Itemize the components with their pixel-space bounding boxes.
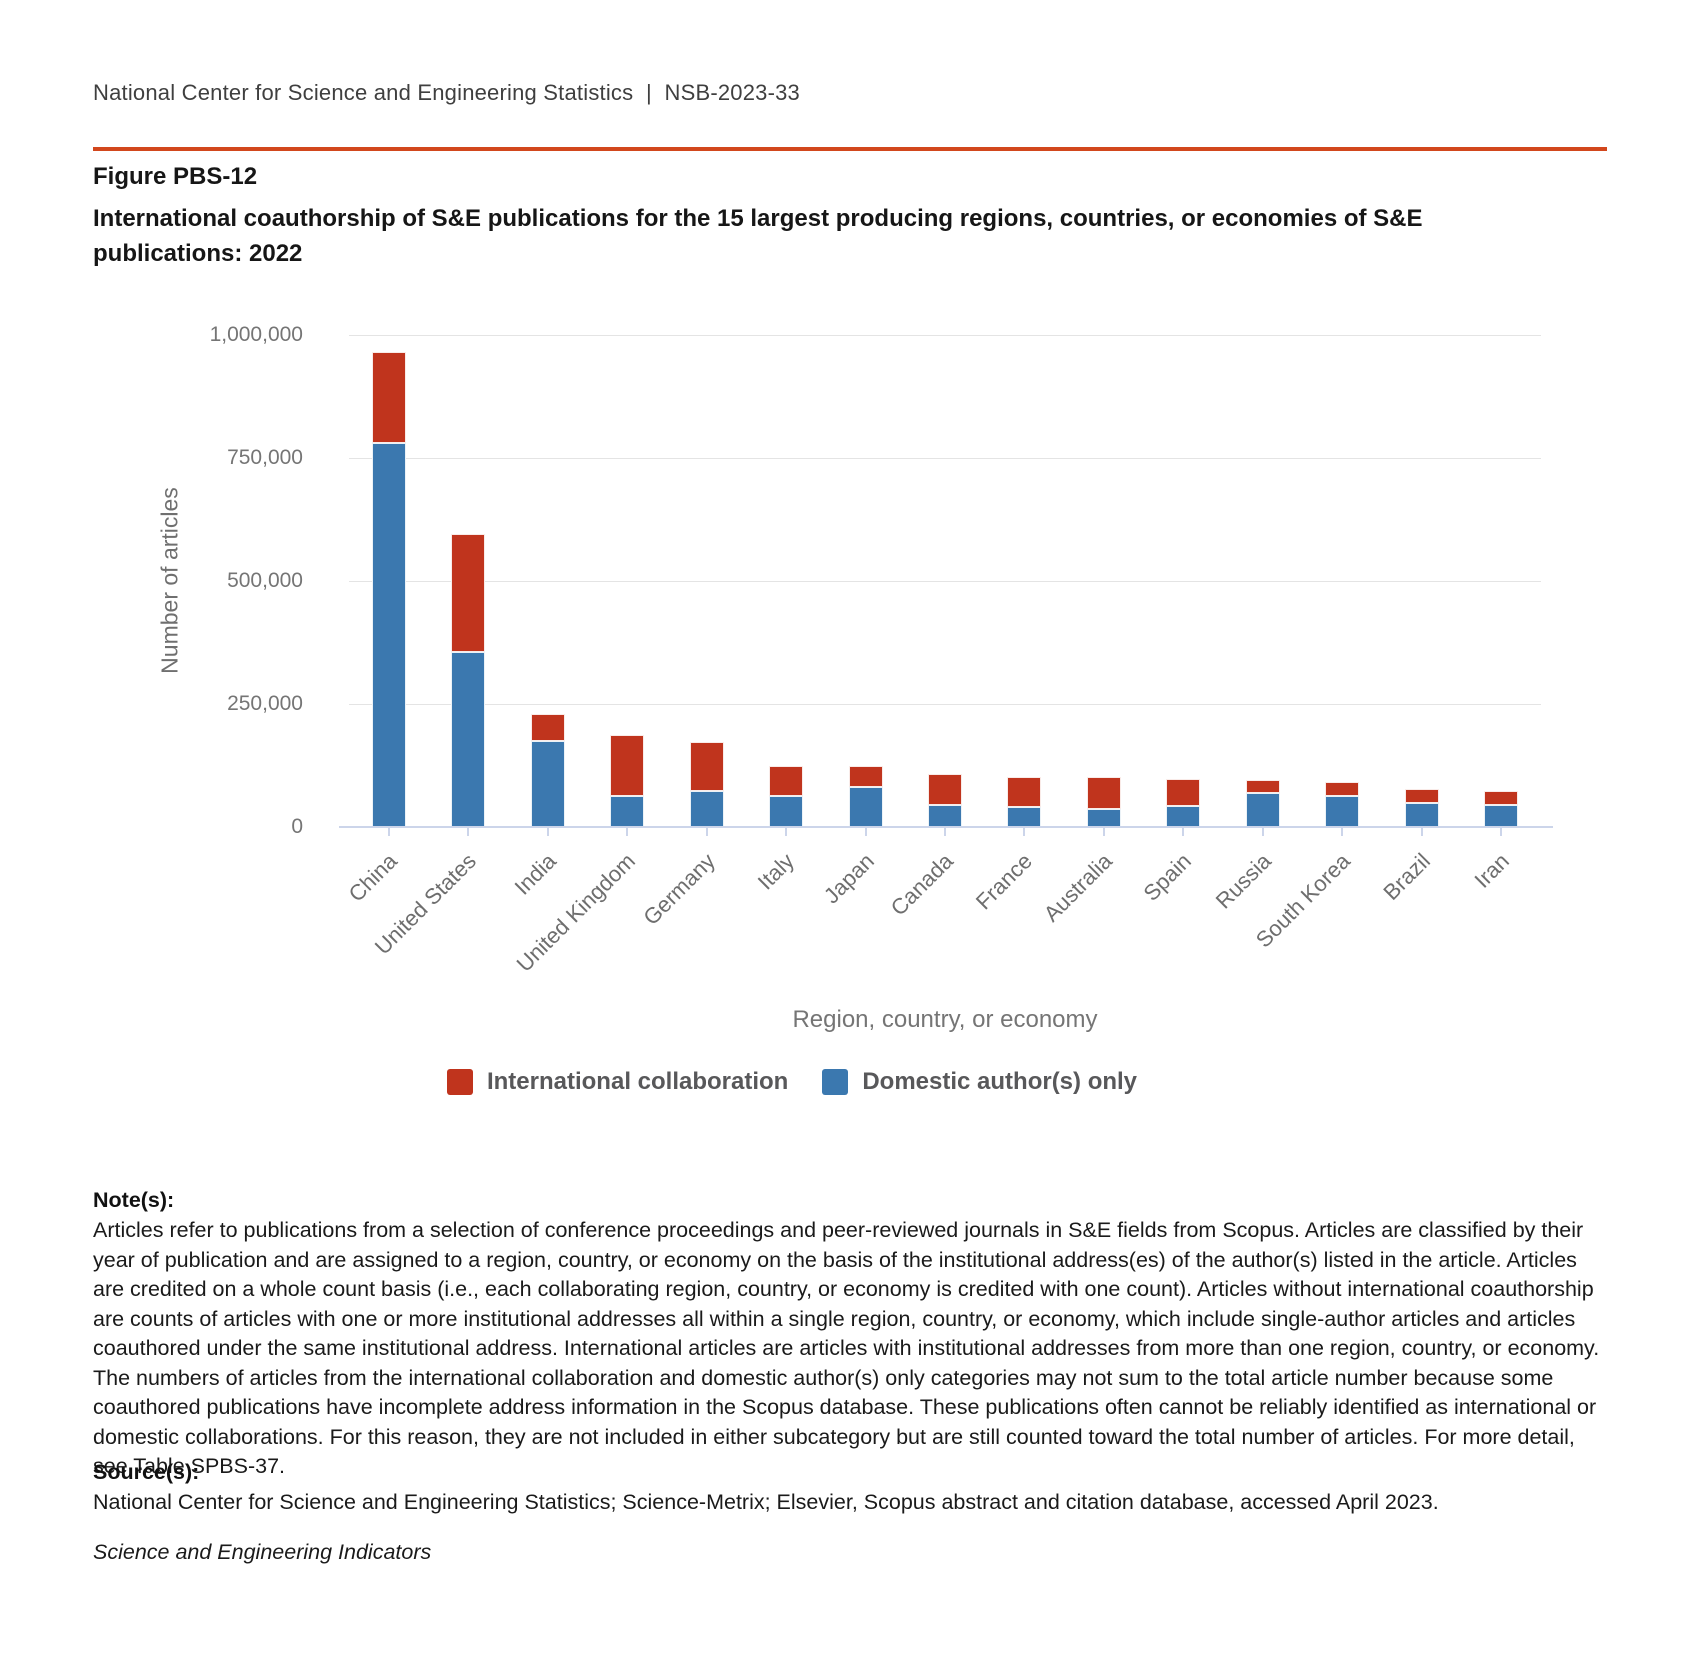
legend-label: International collaboration bbox=[486, 1068, 789, 1095]
y-tick-label: 1,000,000 bbox=[209, 323, 303, 346]
gridline bbox=[349, 334, 1541, 336]
y-tick-label: 0 bbox=[291, 815, 303, 838]
bar-segment-domestic-iran[interactable] bbox=[1484, 805, 1519, 827]
bar-segment-international-india[interactable] bbox=[530, 713, 565, 741]
stacked-bar-chart: 0 250,000 500,000 750,000 1,000,000 Number of… bbox=[156, 323, 1553, 1033]
bar-segment-domestic-spain[interactable] bbox=[1166, 805, 1201, 827]
bar-segment-international-canada[interactable] bbox=[928, 774, 962, 806]
bar-segment-domestic-south-korea[interactable] bbox=[1325, 796, 1360, 827]
bar-segment-international-france[interactable] bbox=[1007, 776, 1042, 808]
y-tick-label: 250,000 bbox=[227, 692, 303, 715]
x-tick bbox=[864, 828, 867, 836]
bar-segment-international-brazil[interactable] bbox=[1404, 788, 1439, 803]
bar-segment-international-spain[interactable] bbox=[1166, 778, 1201, 806]
figure-label: Figure PBS-12 bbox=[93, 163, 258, 190]
x-tick bbox=[1102, 828, 1105, 836]
sources-heading: Source(s): bbox=[93, 1460, 200, 1484]
notes-text: Articles refer to publications from a se… bbox=[93, 1218, 1600, 1478]
gridline bbox=[349, 457, 1541, 459]
y-tick-label: 500,000 bbox=[227, 569, 303, 592]
bar-segment-international-united-states[interactable] bbox=[451, 534, 486, 653]
sources-text: National Center for Science and Engineer… bbox=[93, 1490, 1439, 1514]
header-rule bbox=[93, 147, 1607, 151]
report-header: National Center for Science and Engineer… bbox=[93, 80, 800, 105]
x-axis-title: Region, country, or economy bbox=[792, 1006, 1098, 1033]
bar-segment-domestic-canada[interactable] bbox=[928, 805, 962, 827]
legend-swatch bbox=[446, 1069, 473, 1095]
x-tick bbox=[546, 828, 549, 836]
chart-legend: International collaboration Domestic auth… bbox=[0, 1068, 1584, 1096]
bar-segment-domestic-united-kingdom[interactable] bbox=[610, 796, 645, 827]
bar-segment-international-china[interactable] bbox=[371, 352, 406, 444]
gridline bbox=[349, 703, 1541, 705]
x-tick bbox=[1420, 828, 1423, 836]
bar-segment-international-australia[interactable] bbox=[1086, 777, 1121, 810]
bar-segment-international-russia[interactable] bbox=[1245, 779, 1280, 793]
bar-segment-domestic-japan[interactable] bbox=[848, 787, 883, 827]
bar-segment-international-south-korea[interactable] bbox=[1325, 781, 1360, 797]
indicators-footer: Science and Engineering Indicators bbox=[93, 1540, 432, 1564]
x-tick bbox=[467, 828, 470, 836]
bar-segment-domestic-united-states[interactable] bbox=[451, 652, 486, 827]
x-tick bbox=[705, 828, 708, 836]
bar-segment-domestic-germany[interactable] bbox=[689, 791, 724, 827]
notes-heading: Note(s): bbox=[93, 1188, 175, 1212]
bar-segment-international-germany[interactable] bbox=[689, 742, 724, 792]
bar-segment-international-italy[interactable] bbox=[769, 765, 804, 796]
y-axis-title: Number of articles bbox=[156, 487, 183, 674]
bar-segment-domestic-france[interactable] bbox=[1007, 807, 1042, 827]
x-tick bbox=[1023, 828, 1026, 836]
bar-segment-international-japan[interactable] bbox=[848, 765, 883, 788]
legend-label: Domestic author(s) only bbox=[862, 1068, 1138, 1095]
bar-segment-domestic-india[interactable] bbox=[530, 740, 565, 827]
x-tick bbox=[1182, 828, 1185, 836]
legend-swatch bbox=[822, 1069, 849, 1095]
gridline bbox=[349, 580, 1541, 582]
x-tick bbox=[785, 828, 788, 836]
x-tick bbox=[1261, 828, 1264, 836]
bar-segment-domestic-russia[interactable] bbox=[1245, 792, 1280, 827]
bar-segment-international-iran[interactable] bbox=[1484, 791, 1519, 806]
x-tick bbox=[944, 828, 946, 836]
bar-segment-domestic-china[interactable] bbox=[371, 443, 406, 827]
bar-segment-domestic-australia[interactable] bbox=[1086, 809, 1121, 827]
x-axis-line bbox=[339, 826, 1553, 828]
x-tick bbox=[387, 828, 390, 836]
legend-item-domestic-author-s-only[interactable]: Domestic author(s) only bbox=[822, 1068, 1137, 1096]
x-tick bbox=[1500, 828, 1503, 836]
figure-title: International coauthorship of S&E public… bbox=[93, 205, 1423, 267]
y-tick-label: 750,000 bbox=[227, 446, 303, 469]
x-tick bbox=[1341, 828, 1344, 836]
bar-segment-domestic-brazil[interactable] bbox=[1404, 802, 1439, 827]
legend-item-international-collaboration[interactable]: International collaboration bbox=[446, 1068, 789, 1096]
bar-segment-international-united-kingdom[interactable] bbox=[610, 734, 645, 796]
x-tick bbox=[626, 828, 629, 836]
bar-segment-domestic-italy[interactable] bbox=[769, 796, 804, 827]
